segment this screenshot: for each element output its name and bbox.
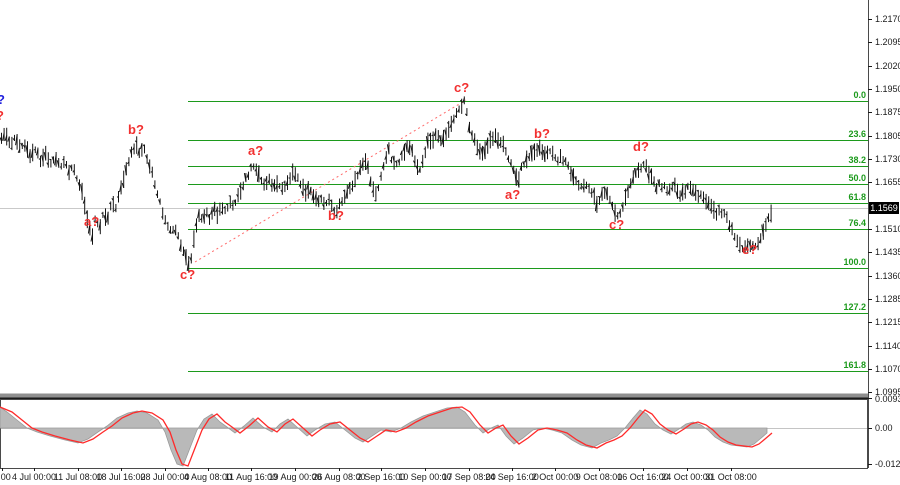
time-axis-label: 0:00 xyxy=(0,472,11,482)
wave-label: ? xyxy=(0,109,4,123)
oscillator-histogram xyxy=(0,406,768,467)
time-axis-label: 11 Aug 16:00 xyxy=(224,472,278,482)
time-axis-label: 2 Sep 16:00 xyxy=(356,472,406,482)
price-axis-label: 1.0995 xyxy=(875,387,900,397)
time-axis-label: 11 Jul 08:00 xyxy=(53,472,103,482)
time-axis-label: 9 Oct 08:00 xyxy=(575,472,623,482)
wave-label: a? xyxy=(84,214,100,229)
fib-level-label: 161.8 xyxy=(843,360,866,370)
wave-label: c? xyxy=(609,217,625,232)
fib-level-label: 23.6 xyxy=(848,129,866,139)
fib-level-label: 0.0 xyxy=(853,90,866,100)
time-axis-label: 26 Aug 08:00 xyxy=(312,472,366,482)
oscillator-min-label: -0.01236 xyxy=(875,459,900,469)
wave-label: b? xyxy=(534,126,550,141)
fib-level-label: 38.2 xyxy=(848,155,866,165)
pane-divider-line xyxy=(0,397,868,400)
price-axis-label: 1.1950 xyxy=(875,84,900,94)
fib-level-label: 76.4 xyxy=(848,218,866,228)
wave-label: d? xyxy=(633,139,649,154)
time-axis-label: 19 Aug 00:00 xyxy=(268,472,322,482)
wave-label: c? xyxy=(180,267,196,282)
time-axis-label: 28 Jul 00:00 xyxy=(140,472,190,482)
current-price-tag: 1.1569 xyxy=(869,202,899,214)
fib-level-label: 127.2 xyxy=(843,302,866,312)
price-axis-label: 1.2095 xyxy=(875,37,900,47)
fib-level-label: 61.8 xyxy=(848,192,866,202)
time-axis-label: 2 Oct 00:00 xyxy=(531,472,579,482)
price-axis-label: 1.1730 xyxy=(875,154,900,164)
trendline[interactable] xyxy=(194,99,467,263)
oscillator-max-label: 0.00935 xyxy=(875,394,900,404)
axis-ticks xyxy=(2,19,872,471)
price-axis-label: 1.1285 xyxy=(875,294,900,304)
oscillator-zero-label: 0.00 xyxy=(875,423,893,433)
wave-label: b? xyxy=(128,122,144,137)
fib-level-label: 50.0 xyxy=(848,173,866,183)
time-axis-label: 24 Oct 00:00 xyxy=(661,472,713,482)
price-axis-label: 1.2170 xyxy=(875,14,900,24)
fib-level-label: 100.0 xyxy=(843,257,866,267)
wave-label: c? xyxy=(454,80,470,95)
time-axis-label: 24 Sep 16:00 xyxy=(485,472,539,482)
oscillator-signal-line xyxy=(0,406,773,467)
price-axis-label: 1.1805 xyxy=(875,131,900,141)
price-bars xyxy=(0,96,772,273)
wave-label: ? xyxy=(0,93,5,107)
wave-label: a? xyxy=(505,187,521,202)
price-axis-label: 1.1655 xyxy=(875,177,900,187)
price-axis-label: 1.1510 xyxy=(875,224,900,234)
price-axis-label: 1.2020 xyxy=(875,61,900,71)
pane-divider[interactable] xyxy=(0,393,868,398)
wave-label: b? xyxy=(328,208,344,223)
time-axis-label: 16 Oct 16:00 xyxy=(617,472,669,482)
price-axis-label: 1.1875 xyxy=(875,107,900,117)
time-axis-label: 4 Aug 08:00 xyxy=(183,472,233,482)
price-axis-label: 1.1360 xyxy=(875,271,900,281)
fibonacci-lines xyxy=(188,101,868,372)
time-axis-label: 17 Sep 08:00 xyxy=(442,472,496,482)
price-axis-label: 1.1140 xyxy=(875,341,900,351)
time-axis-label: 4 Jul 00:00 xyxy=(11,472,57,482)
time-axis-label: 18 Jul 16:00 xyxy=(96,472,146,482)
wave-label: a? xyxy=(248,143,264,158)
price-axis-label: 1.1215 xyxy=(875,317,900,327)
wave-label: e? xyxy=(742,242,758,257)
price-axis-label: 1.1435 xyxy=(875,247,900,257)
time-axis-label: 31 Oct 08:00 xyxy=(705,472,757,482)
time-axis-label: 10 Sep 00:00 xyxy=(398,472,452,482)
price-axis-label: 1.1070 xyxy=(875,364,900,374)
